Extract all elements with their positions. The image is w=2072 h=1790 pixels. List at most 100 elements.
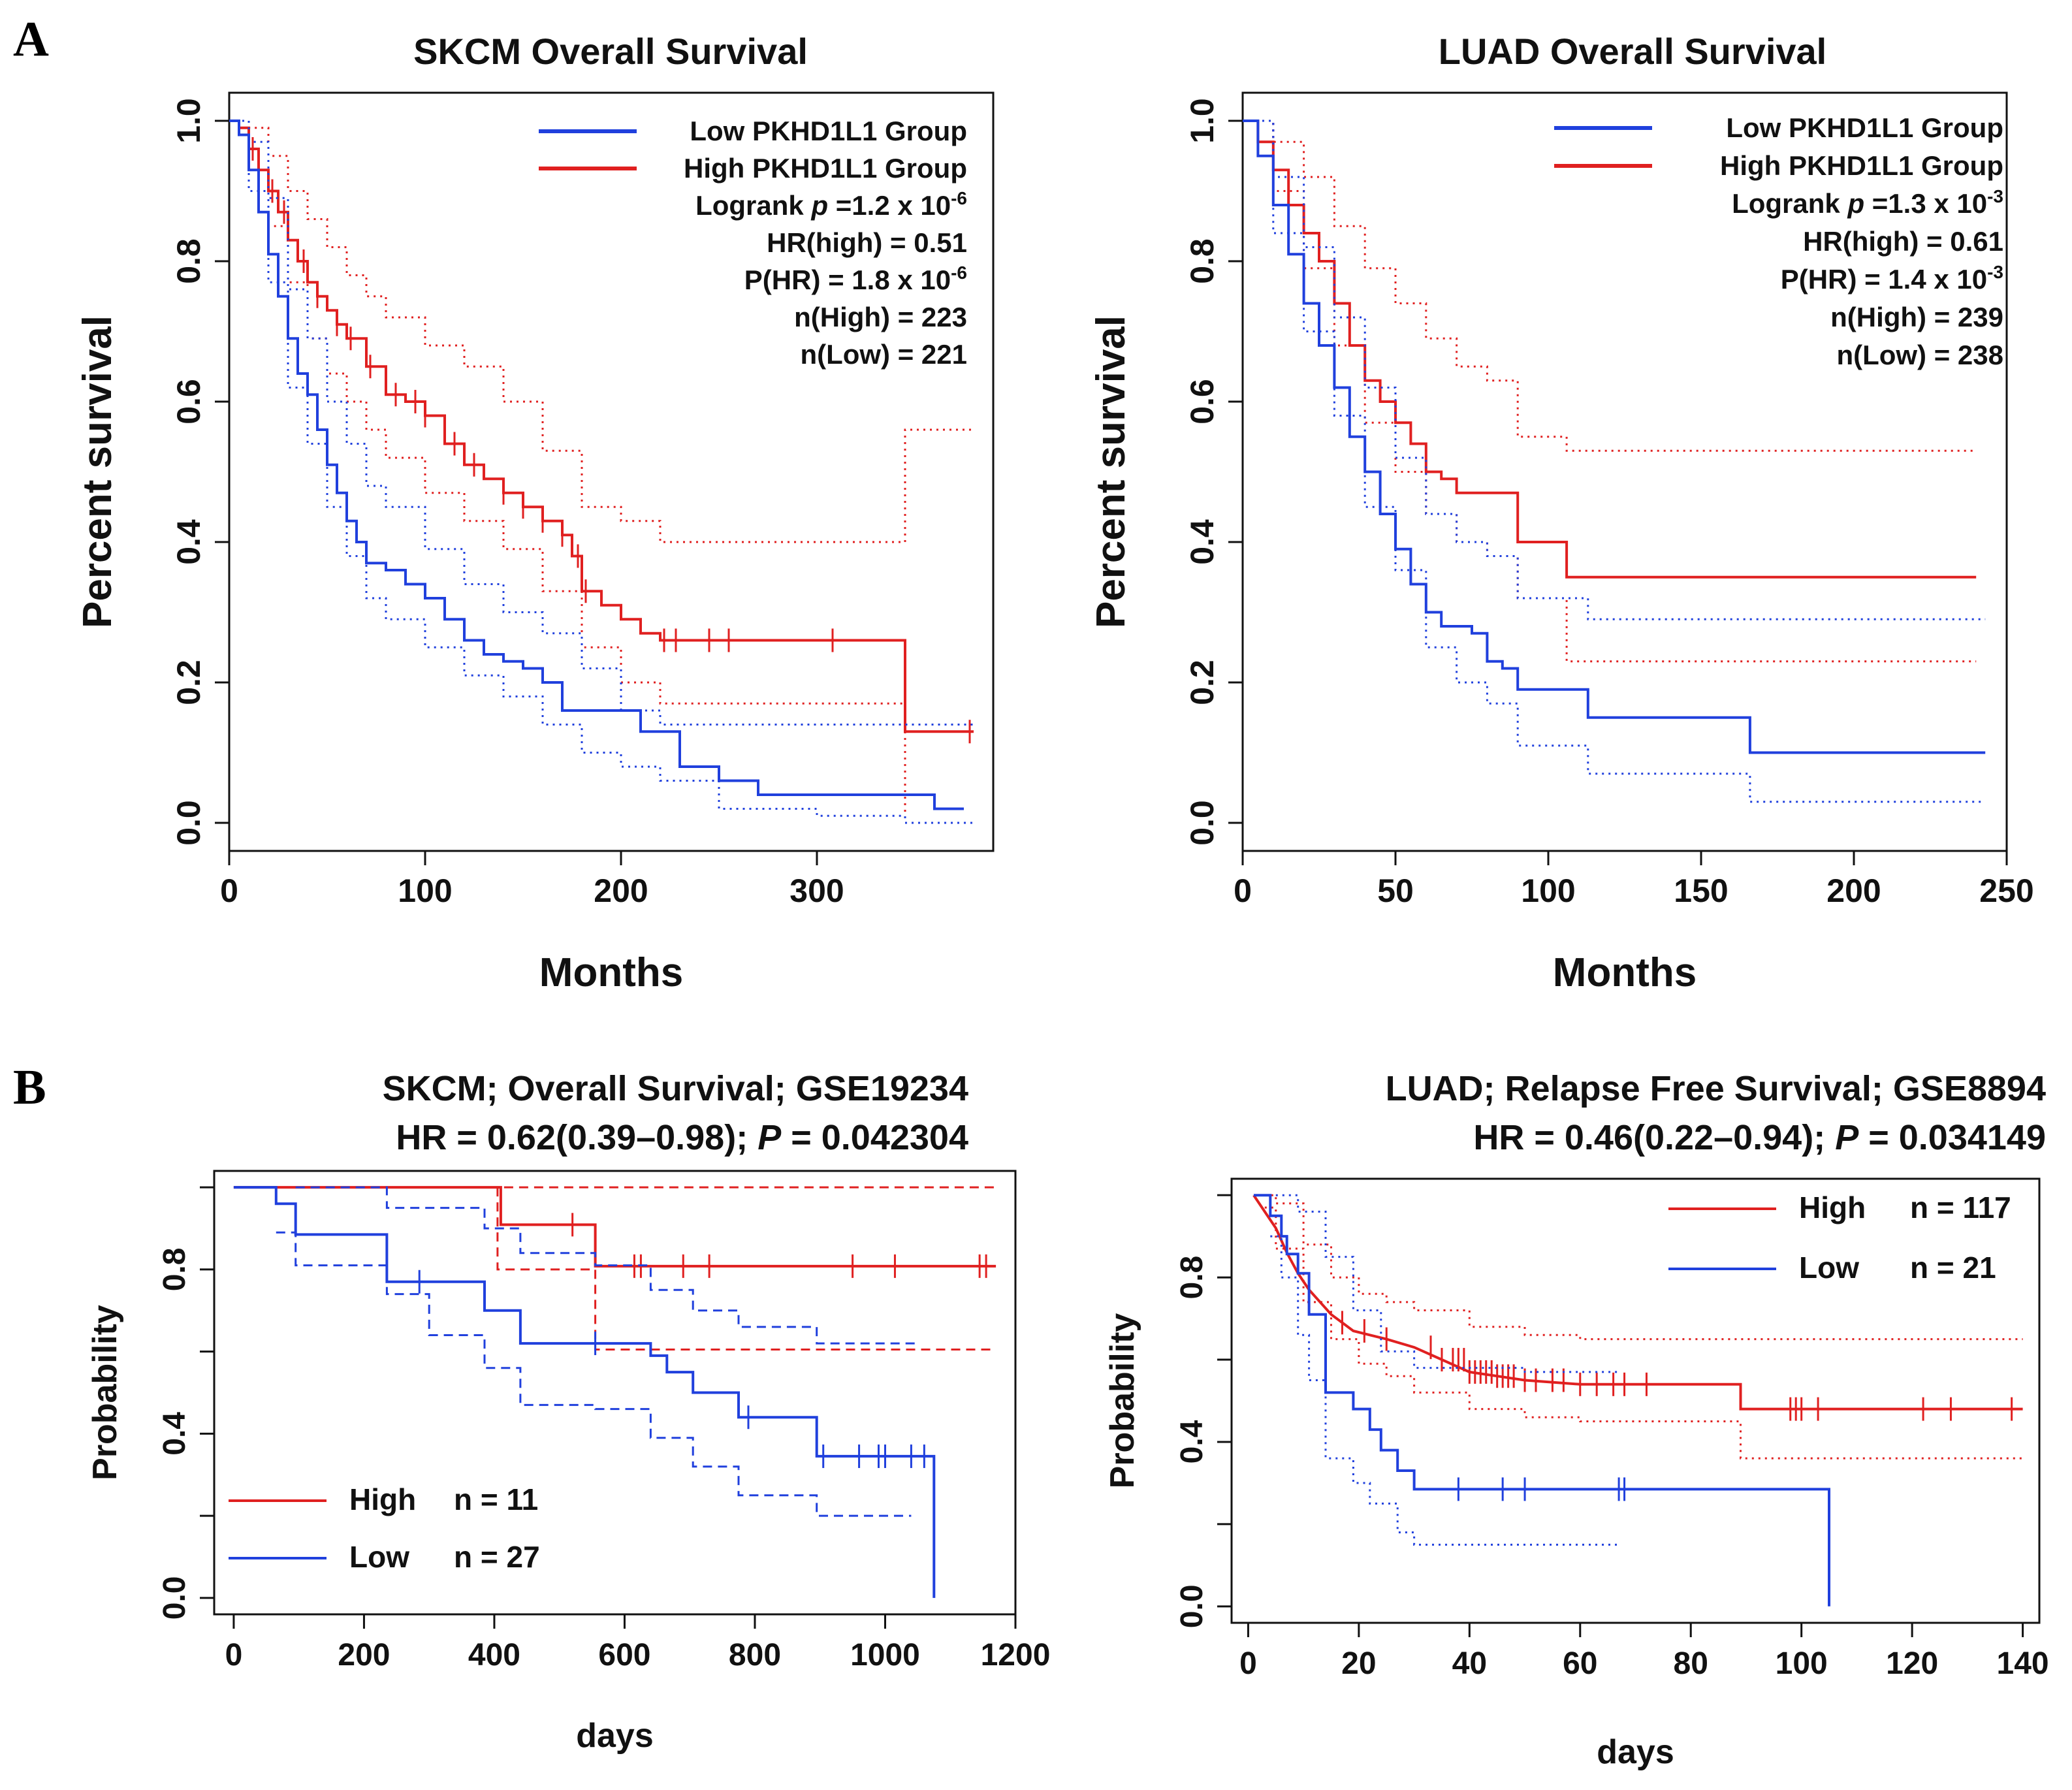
legend-n: n = 27 [454, 1540, 540, 1574]
stats-line: Logrank p =1.2 x 10-6 [695, 188, 967, 221]
y-axis-label: Probability [86, 1305, 124, 1480]
plot-frame [1230, 1177, 2041, 1624]
panel-letter-b: B [13, 1060, 46, 1115]
series-high-lower-ci-ci [1264, 1206, 2023, 1460]
x-tick-label: 300 [789, 872, 844, 909]
y-axis-label: Percent survival [1089, 315, 1134, 628]
stats-text: =1.3 x 10 [1864, 188, 1987, 219]
x-tick-label: 20 [1341, 1646, 1376, 1681]
stats-line: P(HR) = 1.8 x 10-6 [744, 263, 967, 295]
legend-label: High PKHD1L1 Group [684, 153, 967, 184]
series-high-curve [233, 1186, 996, 1268]
series-low-curve [233, 1186, 936, 1598]
series-high-upper-ci-ci [229, 120, 974, 543]
subtitle-p-value: = 0.034149 [1858, 1118, 2046, 1157]
stats-text: Logrank [695, 190, 811, 221]
stats-text: n(Low) = 221 [800, 339, 967, 370]
x-tick-label: 200 [1826, 872, 1881, 909]
x-axis-label: days [1597, 1733, 1674, 1771]
chart-subtitle: HR = 0.62(0.39–0.98); P = 0.042304 [396, 1118, 968, 1157]
y-tick-label: 0.4 [170, 519, 207, 565]
y-tick-label: 0.2 [1184, 660, 1220, 705]
plot-frame [228, 91, 995, 852]
chart-skcm-overall-survival: SKCM Overall Survival 0 100 200 300 0.0 0.2 0.4… [75, 31, 995, 995]
legend-label: Low [1799, 1251, 1859, 1285]
x-tick-label: 100 [398, 872, 452, 909]
x-tick-label: 40 [1452, 1646, 1487, 1681]
legend-n: n = 11 [454, 1482, 538, 1516]
stats-p-symbol: p [1847, 188, 1864, 219]
x-tick-label: 400 [468, 1638, 520, 1672]
y-tick-label: 0.8 [1175, 1256, 1209, 1300]
y-axis-label: Percent survival [75, 315, 120, 628]
x-tick-label: 0 [1234, 872, 1252, 909]
stats-line: HR(high) = 0.61 [1803, 226, 2003, 257]
x-tick-label: 100 [1776, 1646, 1828, 1681]
stats-exponent: -6 [951, 188, 967, 208]
stats-text: HR(high) = 0.61 [1803, 226, 2003, 257]
stats-text: n(High) = 223 [794, 302, 967, 332]
y-tick-label: 0.4 [157, 1412, 192, 1456]
stats-line: Logrank p =1.3 x 10-3 [1732, 186, 2003, 219]
stats-line: n(High) = 239 [1830, 302, 2003, 332]
y-tick-label: 0.2 [170, 660, 207, 705]
y-tick-label: 1.0 [1184, 98, 1220, 144]
y-tick-label: 0.6 [170, 379, 207, 424]
legend-label: Low PKHD1L1 Group [1726, 112, 2003, 143]
x-tick-label: 1200 [981, 1638, 1051, 1672]
stats-text: n(Low) = 238 [1836, 340, 2003, 370]
legend-label: High [349, 1482, 416, 1516]
x-tick-label: 600 [598, 1638, 650, 1672]
stats-text: n(High) = 239 [1830, 302, 2003, 332]
legend-n: n = 21 [1910, 1251, 1996, 1285]
stats-line: HR(high) = 0.51 [767, 227, 967, 258]
y-axis-label: Probability [1104, 1313, 1141, 1489]
stats-text: =1.2 x 10 [828, 190, 951, 221]
series-low-curve [1253, 1194, 1830, 1606]
chart-skcm-gse19234: SKCM; Overall Survival; GSE19234 HR = 0.6… [86, 1069, 1050, 1755]
y-tick-label: 0.0 [1175, 1584, 1209, 1628]
stats-line: n(Low) = 238 [1836, 340, 2003, 370]
stats-p-symbol: p [810, 190, 828, 221]
x-tick-label: 120 [1886, 1646, 1938, 1681]
y-tick-label: 0.8 [1184, 238, 1220, 284]
stats-exponent: -3 [1987, 262, 2003, 282]
legend-label: Low [349, 1540, 409, 1574]
stats-text: Logrank [1732, 188, 1847, 219]
series-low-upper-ci-ci [295, 1186, 918, 1345]
y-tick-label: 0.8 [157, 1248, 192, 1292]
chart-title: LUAD Overall Survival [1439, 31, 1826, 72]
x-tick-label: 200 [338, 1638, 390, 1672]
x-tick-label: 140 [1997, 1646, 2049, 1681]
x-tick-label: 0 [220, 872, 238, 909]
series-high-lower-ci-ci [496, 1187, 996, 1350]
stats-exponent: -3 [1987, 186, 2003, 206]
legend-label: High PKHD1L1 Group [1720, 150, 2003, 181]
panel-letter-a: A [13, 12, 49, 67]
series-low-lower-ci-ci [1243, 120, 1986, 803]
series-low-upper-ci-ci [1243, 120, 1986, 620]
y-tick-label: 0.4 [1175, 1420, 1209, 1463]
x-tick-label: 50 [1377, 872, 1414, 909]
chart-title: SKCM Overall Survival [413, 31, 808, 72]
x-tick-label: 100 [1521, 872, 1575, 909]
x-tick-label: 800 [729, 1638, 781, 1672]
plot-frame [213, 1170, 1017, 1616]
stats-line: P(HR) = 1.4 x 10-3 [1781, 262, 2003, 295]
series-high-curve [1252, 1194, 2023, 1411]
x-axis-label: days [576, 1717, 654, 1755]
x-tick-label: 1000 [850, 1638, 920, 1672]
subtitle-p-symbol: P [757, 1118, 782, 1157]
y-tick-label: 0.4 [1184, 519, 1220, 565]
y-tick-label: 0.0 [157, 1576, 192, 1620]
x-tick-label: 250 [1979, 872, 2033, 909]
chart-luad-gse8894: LUAD; Relapse Free Survival; GSE8894 HR =… [1104, 1069, 2049, 1771]
series-high-upper-ci-ci [1264, 1194, 2023, 1341]
series-low-upper-ci-ci [1275, 1194, 1619, 1373]
stats-text: P(HR) = 1.8 x 10 [744, 264, 951, 295]
chart-luad-overall-survival: LUAD Overall Survival 0 50 100 150 200 250 0.0 0… [1089, 31, 2034, 995]
x-tick-label: 60 [1563, 1646, 1597, 1681]
series-low-pkhd1l1-group-curve [229, 120, 964, 810]
chart-subtitle: HR = 0.46(0.22–0.94); P = 0.034149 [1473, 1118, 2046, 1157]
